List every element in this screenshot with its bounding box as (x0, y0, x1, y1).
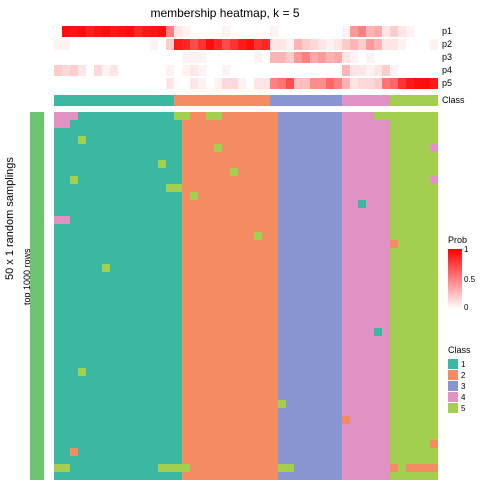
row-label-class: Class (442, 95, 465, 105)
class-legend-items: 12345 (448, 359, 500, 413)
main-heatmap (54, 112, 438, 480)
row-label-p5: p5 (442, 78, 452, 88)
prob-legend-gradient: 10.50 (448, 249, 462, 309)
prob-legend: Prob 10.50 (448, 235, 500, 309)
row-label-p1: p1 (442, 26, 452, 36)
probability-rows (54, 26, 438, 91)
row-label-p4: p4 (442, 65, 452, 75)
row-label-p2: p2 (442, 39, 452, 49)
y-axis-label: 50 x 1 random samplings (4, 157, 16, 280)
class-annotation-row (54, 95, 438, 106)
left-annotation-bar (30, 112, 44, 480)
chart-title: membership heatmap, k = 5 (0, 6, 450, 20)
class-legend: Class 12345 (448, 345, 500, 414)
prob-legend-title: Prob (448, 235, 500, 245)
class-legend-title: Class (448, 345, 500, 355)
row-label-p3: p3 (442, 52, 452, 62)
